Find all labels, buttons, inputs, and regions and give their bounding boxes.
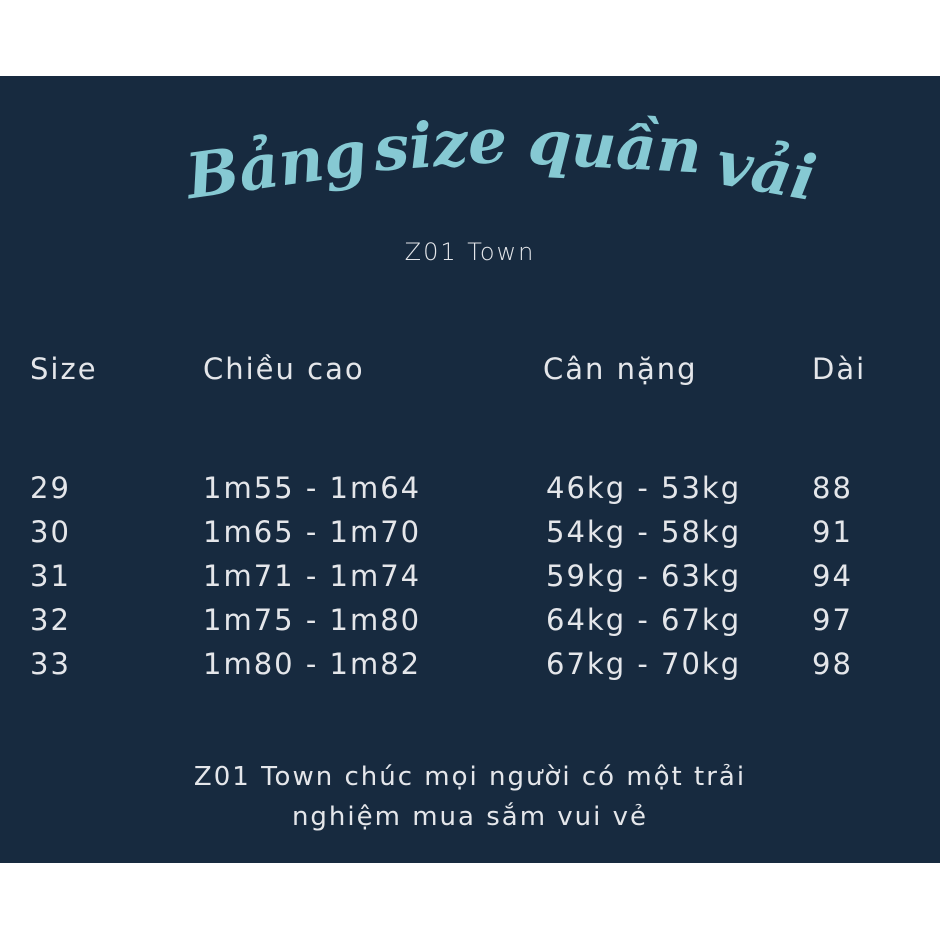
- title-word: Bảng: [181, 115, 372, 214]
- header-height: Chiều cao: [203, 352, 365, 386]
- size-chart-panel: Bảng size quần vải Z01 Town Size Chiều c…: [0, 76, 940, 863]
- table-header: Size Chiều cao Cân nặng Dài: [0, 352, 940, 396]
- cell-size: 33: [30, 647, 71, 681]
- cell-weight: 67kg - 70kg: [546, 647, 742, 681]
- cell-height: 1m71 - 1m74: [203, 559, 422, 593]
- table-row: 33 1m80 - 1m82 67kg - 70kg 98: [0, 647, 940, 691]
- cell-height: 1m55 - 1m64: [203, 471, 422, 505]
- table-row: 31 1m71 - 1m74 59kg - 63kg 94: [0, 559, 940, 603]
- title-word: quần: [526, 105, 704, 188]
- cell-weight: 46kg - 53kg: [546, 471, 742, 505]
- footer-line-1: Z01 Town chúc mọi người có một trải: [193, 762, 747, 792]
- cell-size: 31: [30, 559, 71, 593]
- title-word: size: [371, 103, 510, 186]
- table-row: 29 1m55 - 1m64 46kg - 53kg 88: [0, 471, 940, 515]
- cell-size: 30: [30, 515, 71, 549]
- cell-length: 98: [812, 647, 853, 681]
- title-word: vải: [710, 125, 822, 216]
- cell-size: 32: [30, 603, 71, 637]
- header-size: Size: [30, 352, 98, 386]
- header-length: Dài: [812, 352, 867, 386]
- table-row: 30 1m65 - 1m70 54kg - 58kg 91: [0, 515, 940, 559]
- cell-length: 91: [812, 515, 853, 549]
- table-row: 32 1m75 - 1m80 64kg - 67kg 97: [0, 603, 940, 647]
- cell-length: 97: [812, 603, 853, 637]
- cell-size: 29: [30, 471, 71, 505]
- cell-length: 88: [812, 471, 853, 505]
- footer-line-2: nghiệm mua sắm vui vẻ: [291, 802, 649, 832]
- cell-weight: 64kg - 67kg: [546, 603, 742, 637]
- cell-weight: 59kg - 63kg: [546, 559, 742, 593]
- cell-height: 1m75 - 1m80: [203, 603, 422, 637]
- cell-weight: 54kg - 58kg: [546, 515, 742, 549]
- cell-length: 94: [812, 559, 853, 593]
- cell-height: 1m65 - 1m70: [203, 515, 422, 549]
- subtitle: Z01 Town: [404, 238, 536, 266]
- cell-height: 1m80 - 1m82: [203, 647, 422, 681]
- header-weight: Cân nặng: [543, 352, 698, 386]
